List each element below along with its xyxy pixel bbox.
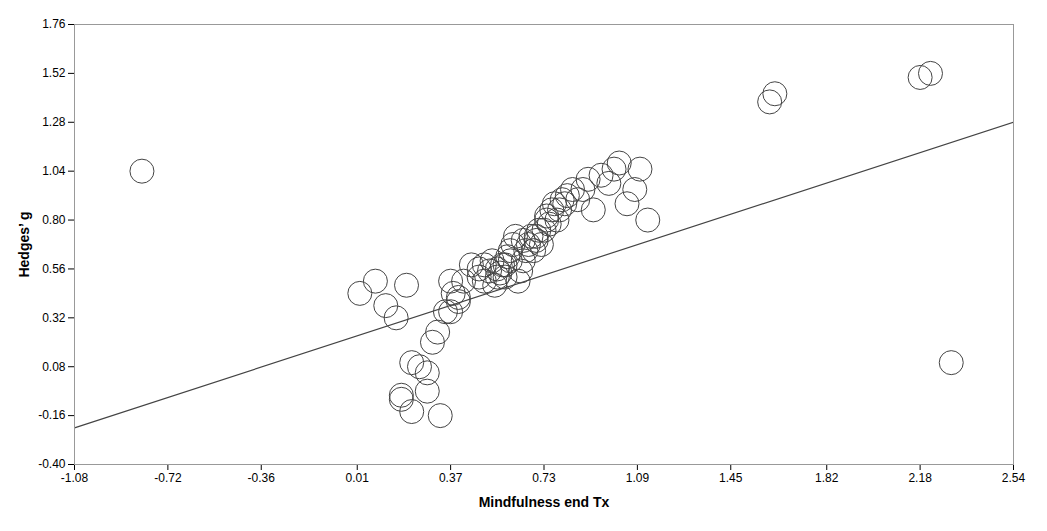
svg-text:2.18: 2.18 xyxy=(908,471,932,485)
svg-text:1.09: 1.09 xyxy=(626,471,650,485)
svg-text:1.82: 1.82 xyxy=(815,471,839,485)
svg-text:0.80: 0.80 xyxy=(42,213,66,227)
svg-text:2.54: 2.54 xyxy=(1002,471,1026,485)
svg-text:Mindfulness end Tx: Mindfulness end Tx xyxy=(479,494,610,510)
svg-text:-0.40: -0.40 xyxy=(38,457,66,471)
svg-text:0.01: 0.01 xyxy=(346,471,370,485)
svg-text:1.04: 1.04 xyxy=(42,164,66,178)
svg-text:0.37: 0.37 xyxy=(439,471,463,485)
svg-text:0.73: 0.73 xyxy=(532,471,556,485)
svg-text:1.76: 1.76 xyxy=(42,17,66,31)
svg-text:1.52: 1.52 xyxy=(42,66,66,80)
svg-text:0.08: 0.08 xyxy=(42,360,66,374)
svg-text:-0.36: -0.36 xyxy=(248,471,276,485)
svg-text:-1.08: -1.08 xyxy=(61,471,89,485)
svg-text:-0.72: -0.72 xyxy=(154,471,182,485)
svg-text:0.56: 0.56 xyxy=(42,262,66,276)
svg-text:0.32: 0.32 xyxy=(42,311,66,325)
svg-text:1.45: 1.45 xyxy=(719,471,743,485)
svg-text:1.28: 1.28 xyxy=(42,115,66,129)
svg-text:-0.16: -0.16 xyxy=(38,408,66,422)
svg-text:Hedges’ g: Hedges’ g xyxy=(16,211,32,277)
